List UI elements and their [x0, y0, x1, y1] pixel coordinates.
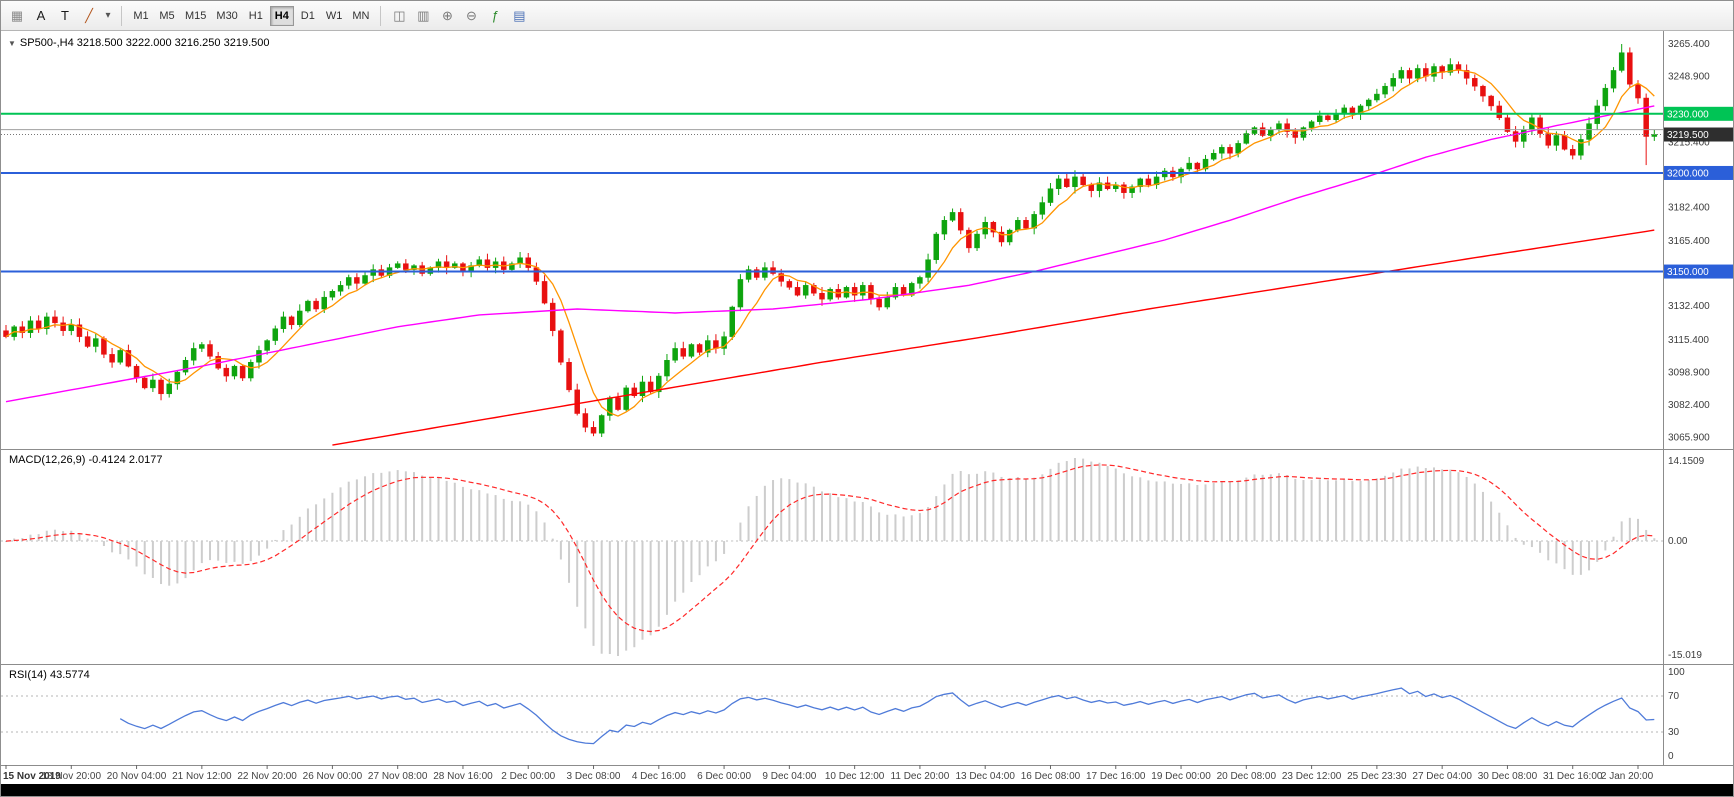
svg-text:3150.000: 3150.000: [1667, 267, 1709, 278]
timeframe-button-h1[interactable]: H1: [248, 9, 263, 22]
draw-tool-dropdown[interactable]: ▾: [105, 10, 111, 21]
svg-text:27 Nov 08:00: 27 Nov 08:00: [368, 771, 428, 782]
svg-text:3215.400: 3215.400: [1668, 138, 1710, 149]
svg-text:3 Dec 08:00: 3 Dec 08:00: [567, 771, 621, 782]
svg-text:3165.400: 3165.400: [1668, 236, 1710, 247]
svg-text:30: 30: [1668, 727, 1680, 738]
svg-text:3065.900: 3065.900: [1668, 432, 1710, 443]
svg-text:11 Dec 20:00: 11 Dec 20:00: [891, 771, 950, 782]
chart-title: ▼ SP500-,H4 3218.500 3222.000 3216.250 3…: [8, 37, 269, 49]
svg-text:3098.900: 3098.900: [1668, 367, 1710, 378]
svg-text:3200.000: 3200.000: [1667, 168, 1709, 179]
svg-text:3265.400: 3265.400: [1668, 39, 1710, 50]
svg-text:27 Dec 04:00: 27 Dec 04:00: [1412, 771, 1472, 782]
svg-text:100: 100: [1668, 667, 1685, 678]
svg-text:3230.000: 3230.000: [1667, 109, 1709, 120]
svg-text:25 Dec 23:30: 25 Dec 23:30: [1347, 771, 1407, 782]
svg-text:23 Dec 12:00: 23 Dec 12:00: [1282, 771, 1342, 782]
svg-text:31 Dec 16:00: 31 Dec 16:00: [1543, 771, 1603, 782]
svg-text:30 Dec 08:00: 30 Dec 08:00: [1478, 771, 1538, 782]
svg-text:20 Nov 04:00: 20 Nov 04:00: [107, 771, 167, 782]
chart-toolbar: ▦ A T ╱ ▾ M1 M5 M15 M30 H1 H4 D1 W1 MN ◫ ▥ ⊕ ⊖ ƒ ▤: [1, 1, 1733, 31]
ma-slow-line: [332, 229, 1655, 446]
macd-panel: [1, 458, 1663, 656]
svg-text:3248.900: 3248.900: [1668, 72, 1710, 83]
svg-text:2 Jan 20:00: 2 Jan 20:00: [1601, 771, 1654, 782]
svg-text:3182.400: 3182.400: [1668, 203, 1710, 214]
timeframe-button-m5[interactable]: M5: [159, 9, 175, 22]
svg-text:13 Dec 04:00: 13 Dec 04:00: [955, 771, 1015, 782]
bottom-bar: [1, 784, 1733, 796]
ma-fast-line: [5, 69, 1655, 417]
timeframe-button-d1[interactable]: D1: [300, 9, 315, 22]
svg-text:0: 0: [1668, 751, 1674, 762]
price-axis-labels: 3265.400 3248.900 3215.400 3182.400 3165.400…: [1664, 39, 1733, 762]
templates-icon[interactable]: ▤: [513, 7, 526, 23]
timeframe-button-m15[interactable]: M15: [185, 9, 207, 22]
svg-text:3132.400: 3132.400: [1668, 301, 1710, 312]
svg-text:0.00: 0.00: [1668, 536, 1688, 547]
candlestick-series: [3, 44, 1658, 438]
chart-bars-icon[interactable]: ▥: [417, 7, 430, 23]
toolbar-separator: [380, 5, 382, 26]
new-order-icon[interactable]: ◫: [393, 7, 406, 23]
svg-text:-15.019: -15.019: [1668, 650, 1702, 661]
svg-text:3115.400: 3115.400: [1668, 335, 1709, 346]
svg-text:3219.500: 3219.500: [1667, 130, 1709, 141]
svg-text:26 Nov 00:00: 26 Nov 00:00: [303, 771, 363, 782]
text-tool-button[interactable]: T: [61, 8, 69, 23]
panel-borders: [1, 31, 1733, 786]
svg-text:20 Dec 08:00: 20 Dec 08:00: [1217, 771, 1277, 782]
chart-canvas[interactable]: 3265.400 3248.900 3215.400 3182.400 3165.400…: [1, 31, 1734, 786]
svg-text:9 Dec 04:00: 9 Dec 04:00: [762, 771, 816, 782]
zoom-in-icon[interactable]: ⊕: [441, 7, 453, 23]
chart-title-text: SP500-,H4 3218.500 3222.000 3216.250 321…: [19, 37, 270, 49]
timeframe-button-m1[interactable]: M1: [133, 9, 149, 22]
left-tools-group: ▦ A T ╱ ▾: [5, 4, 115, 27]
svg-text:22 Nov 20:00: 22 Nov 20:00: [237, 771, 297, 782]
timeframe-group: M1 M5 M15 M30 H1 H4 D1 W1 MN: [128, 5, 374, 26]
timeframe-button-mn[interactable]: MN: [352, 9, 370, 22]
timeframe-button-w1[interactable]: W1: [325, 9, 343, 22]
svg-text:2 Dec 00:00: 2 Dec 00:00: [501, 771, 555, 782]
svg-text:28 Nov 16:00: 28 Nov 16:00: [433, 771, 493, 782]
draw-tool-button[interactable]: ╱: [85, 7, 93, 23]
chart-window-icon[interactable]: ▦: [10, 7, 24, 23]
cursor-tool-button[interactable]: A: [36, 8, 46, 23]
timeframe-button-m30[interactable]: M30: [216, 9, 238, 22]
right-tools-group: ◫ ▥ ⊕ ⊖ ƒ ▤: [387, 4, 531, 27]
svg-text:17 Dec 16:00: 17 Dec 16:00: [1086, 771, 1146, 782]
macd-indicator-label: MACD(12,26,9) -0.4124 2.0177: [9, 454, 163, 466]
svg-text:21 Nov 12:00: 21 Nov 12:00: [172, 771, 232, 782]
svg-text:3082.400: 3082.400: [1668, 400, 1710, 411]
svg-text:15 Nov 2019: 15 Nov 2019: [3, 771, 61, 782]
svg-text:16 Dec 08:00: 16 Dec 08:00: [1021, 771, 1081, 782]
horizontal-line-objects: [1, 112, 1663, 273]
svg-text:14.1509: 14.1509: [1668, 456, 1705, 467]
svg-text:18 Nov 20:00: 18 Nov 20:00: [42, 771, 102, 782]
svg-text:19 Dec 00:00: 19 Dec 00:00: [1151, 771, 1211, 782]
timeframe-button-h4[interactable]: H4: [269, 5, 294, 26]
svg-text:70: 70: [1668, 691, 1680, 702]
rsi-line: [119, 687, 1655, 745]
collapse-arrow-icon[interactable]: ▼: [8, 38, 16, 48]
zoom-out-icon[interactable]: ⊖: [465, 7, 477, 23]
rsi-panel: [1, 687, 1663, 745]
svg-text:10 Dec 12:00: 10 Dec 12:00: [825, 771, 885, 782]
indicators-icon[interactable]: ƒ: [491, 8, 500, 23]
toolbar-separator: [121, 5, 122, 26]
svg-text:4 Dec 16:00: 4 Dec 16:00: [632, 771, 686, 782]
svg-text:6 Dec 00:00: 6 Dec 00:00: [697, 771, 751, 782]
rsi-indicator-label: RSI(14) 43.5774: [9, 669, 90, 681]
